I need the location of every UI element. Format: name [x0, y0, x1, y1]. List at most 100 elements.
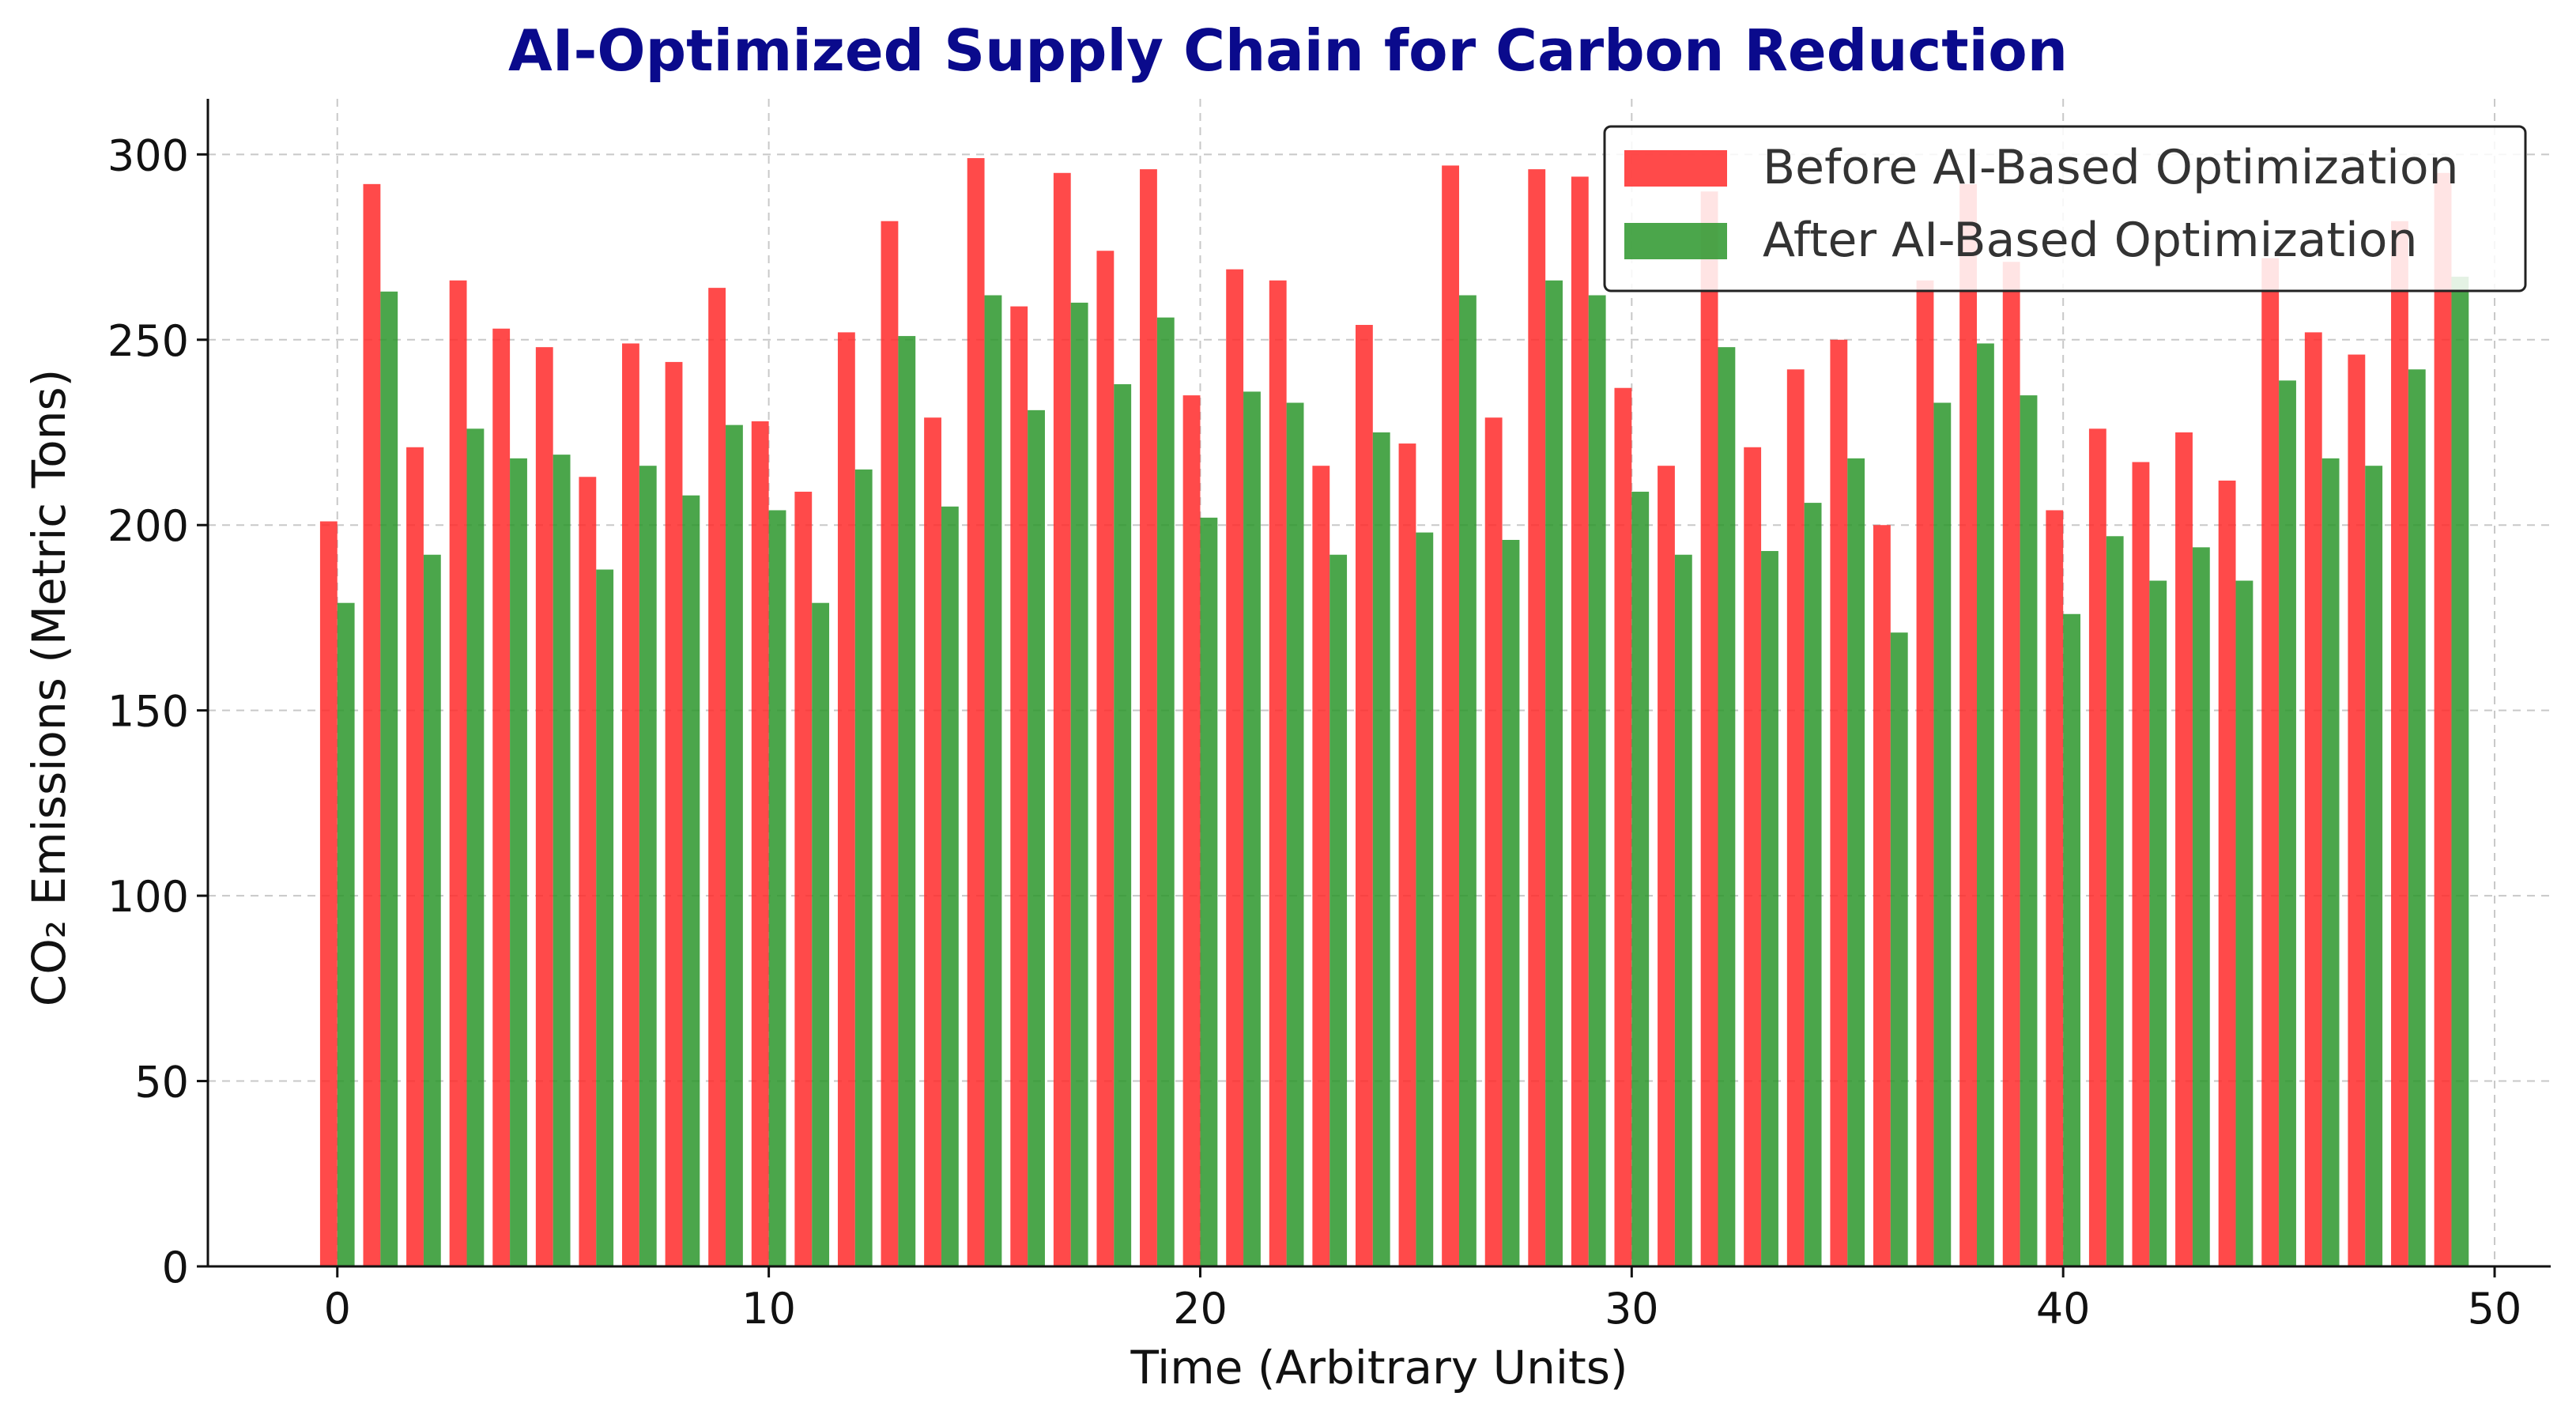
bar-before-35 — [1830, 339, 1848, 1266]
bar-before-22 — [1269, 280, 1287, 1266]
bar-after-16 — [1028, 409, 1045, 1266]
x-tick-label: 10 — [741, 1284, 796, 1334]
bar-before-11 — [794, 492, 813, 1266]
bar-after-17 — [1070, 302, 1088, 1266]
bar-before-39 — [2002, 262, 2020, 1267]
bar-after-11 — [812, 602, 830, 1266]
bar-before-16 — [1010, 306, 1028, 1267]
bar-after-48 — [2408, 369, 2426, 1267]
x-tick-label: 40 — [2036, 1284, 2091, 1334]
bar-before-0 — [319, 521, 338, 1266]
bar-before-9 — [708, 288, 726, 1267]
bar-before-17 — [1053, 172, 1071, 1266]
legend-label-after: After AI-Based Optimization — [1763, 213, 2418, 268]
bar-before-12 — [837, 332, 855, 1266]
y-tick-label: 150 — [107, 687, 189, 737]
bar-after-45 — [2279, 380, 2296, 1266]
bar-after-0 — [337, 602, 355, 1266]
bar-after-31 — [1674, 554, 1692, 1266]
y-tick-label: 0 — [162, 1243, 189, 1292]
bar-after-42 — [2149, 580, 2167, 1266]
bar-before-7 — [622, 343, 639, 1266]
bar-before-10 — [751, 421, 769, 1266]
bar-after-18 — [1114, 384, 1132, 1266]
legend-swatch-after — [1624, 223, 1727, 259]
bar-before-37 — [1916, 280, 1934, 1266]
bar-after-37 — [1933, 402, 1952, 1266]
bar-before-15 — [967, 158, 985, 1266]
bar-after-9 — [726, 424, 743, 1266]
x-tick-label: 50 — [2468, 1284, 2522, 1334]
bar-after-49 — [2451, 277, 2469, 1267]
bar-after-34 — [1804, 503, 1822, 1266]
bar-after-29 — [1588, 295, 1606, 1266]
bar-after-23 — [1329, 554, 1348, 1266]
bar-after-8 — [682, 495, 700, 1266]
bar-before-36 — [1873, 525, 1891, 1266]
legend-swatch-before — [1624, 150, 1727, 187]
bar-before-18 — [1096, 251, 1115, 1267]
bar-before-8 — [665, 361, 683, 1266]
bar-after-39 — [2020, 395, 2038, 1267]
bar-after-19 — [1156, 317, 1175, 1267]
bar-after-43 — [2192, 547, 2210, 1266]
bar-after-28 — [1545, 280, 1563, 1266]
bar-before-43 — [2175, 432, 2193, 1266]
bar-after-10 — [768, 510, 786, 1266]
bars-layer — [319, 158, 2469, 1267]
bar-after-41 — [2106, 536, 2124, 1266]
y-tick-label: 300 — [107, 130, 189, 180]
bar-after-25 — [1416, 532, 1434, 1266]
bar-before-46 — [2304, 332, 2322, 1266]
bar-before-2 — [406, 447, 424, 1266]
bar-before-3 — [449, 280, 467, 1266]
bar-before-23 — [1312, 466, 1330, 1266]
x-axis-label: Time (Arbitrary Units) — [1130, 1341, 1627, 1394]
bar-after-35 — [1847, 458, 1865, 1266]
bar-before-34 — [1786, 369, 1805, 1267]
bar-after-33 — [1761, 551, 1778, 1266]
bar-after-46 — [2321, 458, 2340, 1266]
chart-title: AI-Optimized Supply Chain for Carbon Red… — [507, 17, 2069, 84]
bar-after-38 — [1977, 343, 1994, 1266]
bar-before-26 — [1442, 165, 1459, 1266]
bar-before-27 — [1484, 417, 1503, 1267]
bar-before-44 — [2218, 480, 2236, 1266]
bar-after-2 — [423, 554, 441, 1266]
bar-after-1 — [380, 291, 398, 1266]
bar-before-13 — [881, 221, 899, 1266]
bar-after-26 — [1458, 295, 1477, 1266]
bar-before-48 — [2391, 221, 2408, 1266]
bar-after-6 — [596, 569, 614, 1266]
bar-after-22 — [1286, 402, 1304, 1266]
y-tick-label: 250 — [107, 316, 189, 366]
bar-after-13 — [898, 336, 916, 1267]
bar-after-12 — [854, 469, 873, 1266]
bar-before-21 — [1226, 269, 1244, 1266]
bar-after-21 — [1243, 391, 1261, 1266]
bar-before-45 — [2261, 258, 2280, 1267]
axes-layer: 0 50 100 150 200 250 300 0 10 20 30 40 50 — [107, 99, 2551, 1334]
legend-label-before: Before AI-Based Optimization — [1763, 140, 2459, 195]
bar-after-5 — [553, 455, 571, 1267]
y-tick-label: 50 — [134, 1058, 189, 1107]
bar-before-25 — [1398, 443, 1416, 1266]
bar-after-36 — [1890, 632, 1908, 1266]
y-tick-label: 200 — [107, 501, 189, 551]
bar-after-20 — [1200, 517, 1218, 1266]
legend: Before AI-Based Optimization After AI-Bas… — [1603, 125, 2527, 292]
bar-before-28 — [1528, 169, 1546, 1267]
bar-before-30 — [1614, 387, 1632, 1266]
bar-before-42 — [2132, 462, 2150, 1266]
bar-before-32 — [1700, 191, 1718, 1267]
bar-before-41 — [2088, 428, 2106, 1267]
bar-after-4 — [510, 458, 527, 1266]
bar-after-40 — [2063, 613, 2081, 1266]
bar-before-24 — [1355, 325, 1373, 1266]
bar-after-44 — [2235, 580, 2254, 1266]
bar-after-15 — [984, 295, 1002, 1266]
y-axis-label: CO₂ Emissions (Metric Tons) — [22, 369, 76, 1007]
bar-after-3 — [466, 428, 485, 1267]
